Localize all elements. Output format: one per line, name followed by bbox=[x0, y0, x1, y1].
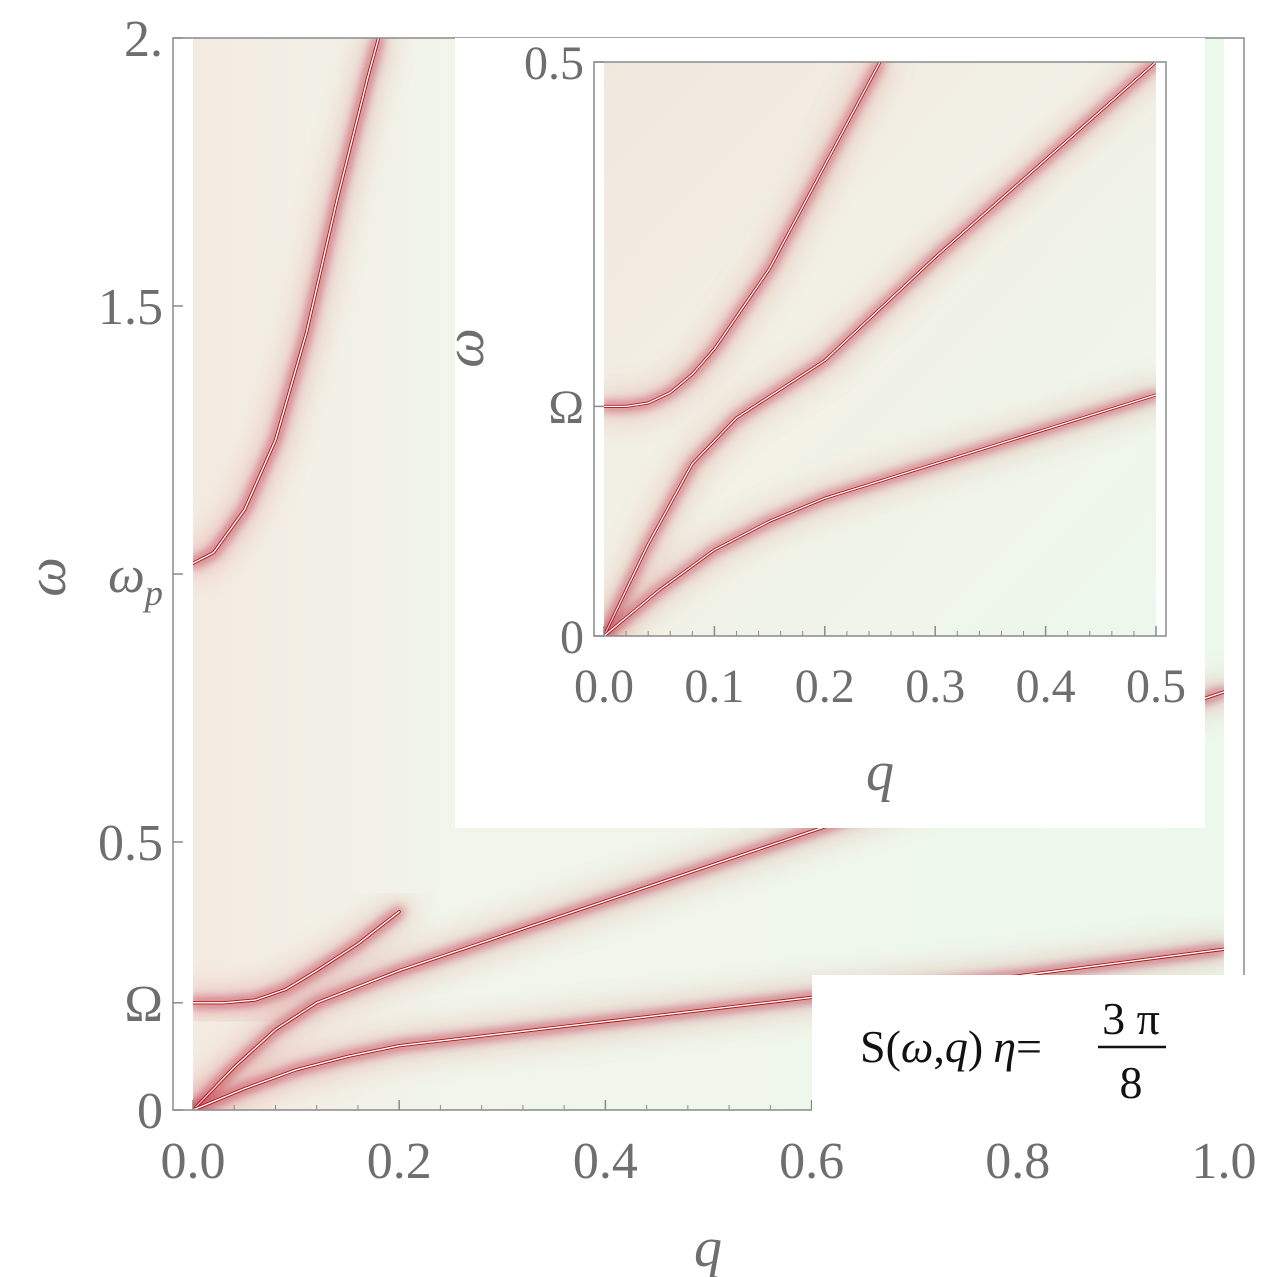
inset-x-ticks: 0.0 0.1 0.2 0.3 0.4 0.5 bbox=[574, 626, 1186, 713]
y-tick-label: 0.5 bbox=[524, 37, 584, 90]
main-series-2 bbox=[193, 898, 413, 1016]
inset-plot-curves bbox=[604, 62, 1156, 636]
legend-label: S(ω,q) η= bbox=[860, 1021, 1042, 1072]
legend-fraction-numerator: 3 π bbox=[1102, 993, 1160, 1044]
y-tick-label: Ω bbox=[548, 381, 584, 434]
y-tick-label: 2. bbox=[124, 11, 163, 68]
inset-plot-frame bbox=[593, 61, 1167, 637]
inset-plot: 0.0 0.1 0.2 0.3 0.4 0.5 0 Ω 0.5 q ω bbox=[434, 37, 1205, 828]
x-tick-label: 0.0 bbox=[574, 660, 634, 713]
x-tick-label: 0.2 bbox=[795, 660, 855, 713]
y-tick-label: 0 bbox=[137, 1083, 163, 1140]
legend-background bbox=[812, 975, 1254, 1112]
x-tick-label: 0.8 bbox=[985, 1133, 1050, 1190]
x-tick-label: 0.1 bbox=[684, 660, 744, 713]
inset-series-2 bbox=[604, 62, 1156, 636]
main-series-1 bbox=[193, 38, 392, 577]
inset-series-1-layer-4 bbox=[604, 62, 881, 408]
main-series-1-layer-4 bbox=[193, 38, 380, 564]
x-tick-label: 0.0 bbox=[161, 1133, 226, 1190]
y-tick-label: 0.5 bbox=[98, 815, 163, 872]
main-y-ticks: 0 Ω 0.5 ωp 1.5 2. bbox=[98, 11, 183, 1140]
y-tick-label: 1.5 bbox=[98, 279, 163, 336]
legend-fraction-denominator: 8 bbox=[1120, 1057, 1143, 1108]
y-tick-label: ωp bbox=[108, 547, 163, 613]
x-tick-label: 1.0 bbox=[1192, 1133, 1257, 1190]
main-x-ticks: 0.0 0.2 0.4 0.6 0.8 1.0 bbox=[161, 1100, 1257, 1190]
inset-series-3-layer-4 bbox=[604, 394, 1156, 636]
x-tick-label: 0.3 bbox=[905, 660, 965, 713]
inset-series-1 bbox=[604, 62, 891, 418]
inset-x-axis-label: q bbox=[866, 741, 894, 803]
y-tick-label: 0 bbox=[560, 611, 584, 664]
x-tick-label: 0.6 bbox=[779, 1133, 844, 1190]
x-tick-label: 0.4 bbox=[573, 1133, 638, 1190]
main-x-axis-label: q bbox=[694, 1217, 722, 1277]
inset-series-2-layer-4 bbox=[604, 62, 1156, 636]
x-tick-label: 0.4 bbox=[1016, 660, 1076, 713]
main-series-2-layer-4 bbox=[193, 911, 400, 1004]
x-tick-label: 0.5 bbox=[1126, 660, 1186, 713]
legend-box: S(ω,q) η= 3 π 8 bbox=[812, 975, 1254, 1112]
inset-y-ticks: 0 Ω 0.5 bbox=[524, 37, 604, 664]
y-tick-label: Ω bbox=[124, 976, 163, 1033]
x-tick-label: 0.2 bbox=[367, 1133, 432, 1190]
inset-series-3 bbox=[604, 383, 1156, 636]
main-y-axis-label: ω bbox=[16, 557, 78, 597]
inset-y-axis-label: ω bbox=[434, 328, 496, 368]
